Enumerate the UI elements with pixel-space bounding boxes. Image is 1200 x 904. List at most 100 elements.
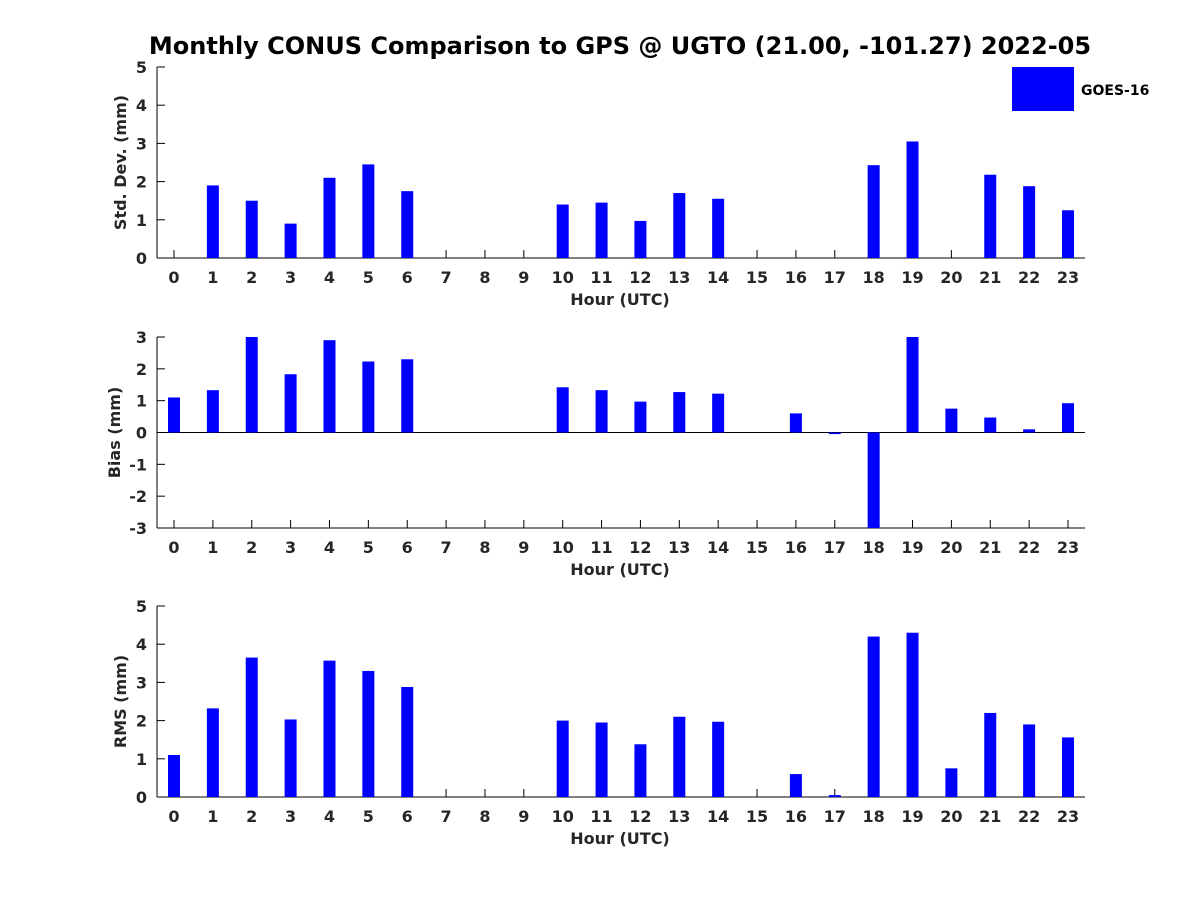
bar-hour-10 xyxy=(556,387,569,433)
bar-hour-5 xyxy=(362,670,375,797)
y-tick-label: 0 xyxy=(136,424,147,443)
x-tick-label: 8 xyxy=(479,538,490,557)
x-tick-label: 1 xyxy=(207,538,218,557)
x-tick-label: 3 xyxy=(285,268,296,287)
bar-hour-16 xyxy=(789,413,802,433)
x-tick-label: 2 xyxy=(246,538,257,557)
bar-hour-22 xyxy=(1023,724,1036,797)
x-tick-label: 13 xyxy=(668,807,690,826)
x-tick-label: 0 xyxy=(168,538,179,557)
x-tick-label: 17 xyxy=(824,268,846,287)
bar-hour-18 xyxy=(867,432,880,528)
bar-hour-14 xyxy=(712,393,725,433)
x-tick-label: 17 xyxy=(824,538,846,557)
bar-hour-2 xyxy=(245,200,258,258)
bar-hour-23 xyxy=(1062,210,1074,258)
x-tick-label: 1 xyxy=(207,268,218,287)
y-tick-label: -3 xyxy=(129,519,147,538)
x-tick-label: 16 xyxy=(785,538,807,557)
x-tick-label: 1 xyxy=(207,807,218,826)
bar-hour-5 xyxy=(362,164,375,258)
y-tick-label: 3 xyxy=(136,328,147,347)
y-tick-label: 2 xyxy=(136,173,147,192)
bar-hour-2 xyxy=(245,337,258,433)
bar-hour-17 xyxy=(828,432,841,435)
x-tick-label: 16 xyxy=(785,268,807,287)
y-tick-label: -1 xyxy=(129,455,147,474)
y-tick-label: 0 xyxy=(136,249,147,268)
bar-hour-19 xyxy=(906,632,919,797)
y-tick-label: -2 xyxy=(129,487,147,506)
bar-hour-1 xyxy=(206,185,219,258)
bar-hour-10 xyxy=(556,720,569,797)
bar-hour-22 xyxy=(1023,186,1036,258)
x-tick-label: 2 xyxy=(246,268,257,287)
x-tick-label: 19 xyxy=(901,538,923,557)
x-tick-label: 15 xyxy=(746,807,768,826)
y-tick-label: 1 xyxy=(136,211,147,230)
bar-hour-4 xyxy=(323,340,336,433)
x-tick-label: 10 xyxy=(552,807,574,826)
bar-hour-6 xyxy=(401,686,414,797)
bar-hour-14 xyxy=(712,198,725,258)
x-axis-label: Hour (UTC) xyxy=(570,829,670,848)
bar-hour-11 xyxy=(595,390,608,433)
bar-hour-20 xyxy=(945,768,958,797)
bar-hour-10 xyxy=(556,204,569,258)
x-tick-label: 23 xyxy=(1057,538,1079,557)
bar-hour-22 xyxy=(1023,429,1036,433)
x-tick-label: 11 xyxy=(590,807,612,826)
x-tick-label: 7 xyxy=(441,268,452,287)
x-tick-label: 11 xyxy=(590,538,612,557)
x-tick-label: 0 xyxy=(168,807,179,826)
y-tick-label: 5 xyxy=(136,58,147,77)
x-tick-label: 3 xyxy=(285,538,296,557)
bar-hour-5 xyxy=(362,361,375,433)
y-tick-label: 4 xyxy=(136,635,147,654)
x-tick-label: 9 xyxy=(518,807,529,826)
x-tick-label: 20 xyxy=(940,268,962,287)
x-tick-label: 5 xyxy=(363,268,374,287)
bar-hour-23 xyxy=(1062,737,1074,797)
bar-hour-19 xyxy=(906,337,919,433)
bar-hour-0 xyxy=(168,397,180,433)
x-tick-label: 11 xyxy=(590,268,612,287)
x-tick-label: 7 xyxy=(441,807,452,826)
bar-hour-19 xyxy=(906,141,919,258)
bar-hour-23 xyxy=(1062,403,1074,433)
x-tick-label: 21 xyxy=(979,538,1001,557)
bar-hour-20 xyxy=(945,408,958,433)
x-tick-label: 12 xyxy=(629,268,651,287)
x-tick-label: 18 xyxy=(863,807,885,826)
x-tick-label: 19 xyxy=(901,268,923,287)
bar-hour-21 xyxy=(984,174,997,258)
bar-hour-1 xyxy=(206,390,219,433)
x-axis-label: Hour (UTC) xyxy=(570,560,670,579)
x-tick-label: 5 xyxy=(363,807,374,826)
bar-hour-18 xyxy=(867,165,880,258)
x-tick-label: 22 xyxy=(1018,538,1040,557)
bar-hour-4 xyxy=(323,177,336,258)
x-tick-label: 14 xyxy=(707,268,729,287)
bar-hour-17 xyxy=(828,795,841,797)
y-tick-label: 1 xyxy=(136,750,147,769)
y-tick-label: 1 xyxy=(136,392,147,411)
y-tick-label: 0 xyxy=(136,788,147,807)
x-tick-label: 12 xyxy=(629,538,651,557)
x-tick-label: 4 xyxy=(324,268,335,287)
bar-hour-18 xyxy=(867,636,880,797)
x-tick-label: 23 xyxy=(1057,268,1079,287)
x-tick-label: 0 xyxy=(168,268,179,287)
x-tick-label: 21 xyxy=(979,268,1001,287)
x-tick-label: 22 xyxy=(1018,268,1040,287)
bar-hour-13 xyxy=(673,716,686,797)
bar-hour-12 xyxy=(634,220,647,258)
y-tick-label: 3 xyxy=(136,673,147,692)
legend: GOES-16 xyxy=(1012,67,1149,111)
x-tick-label: 8 xyxy=(479,807,490,826)
